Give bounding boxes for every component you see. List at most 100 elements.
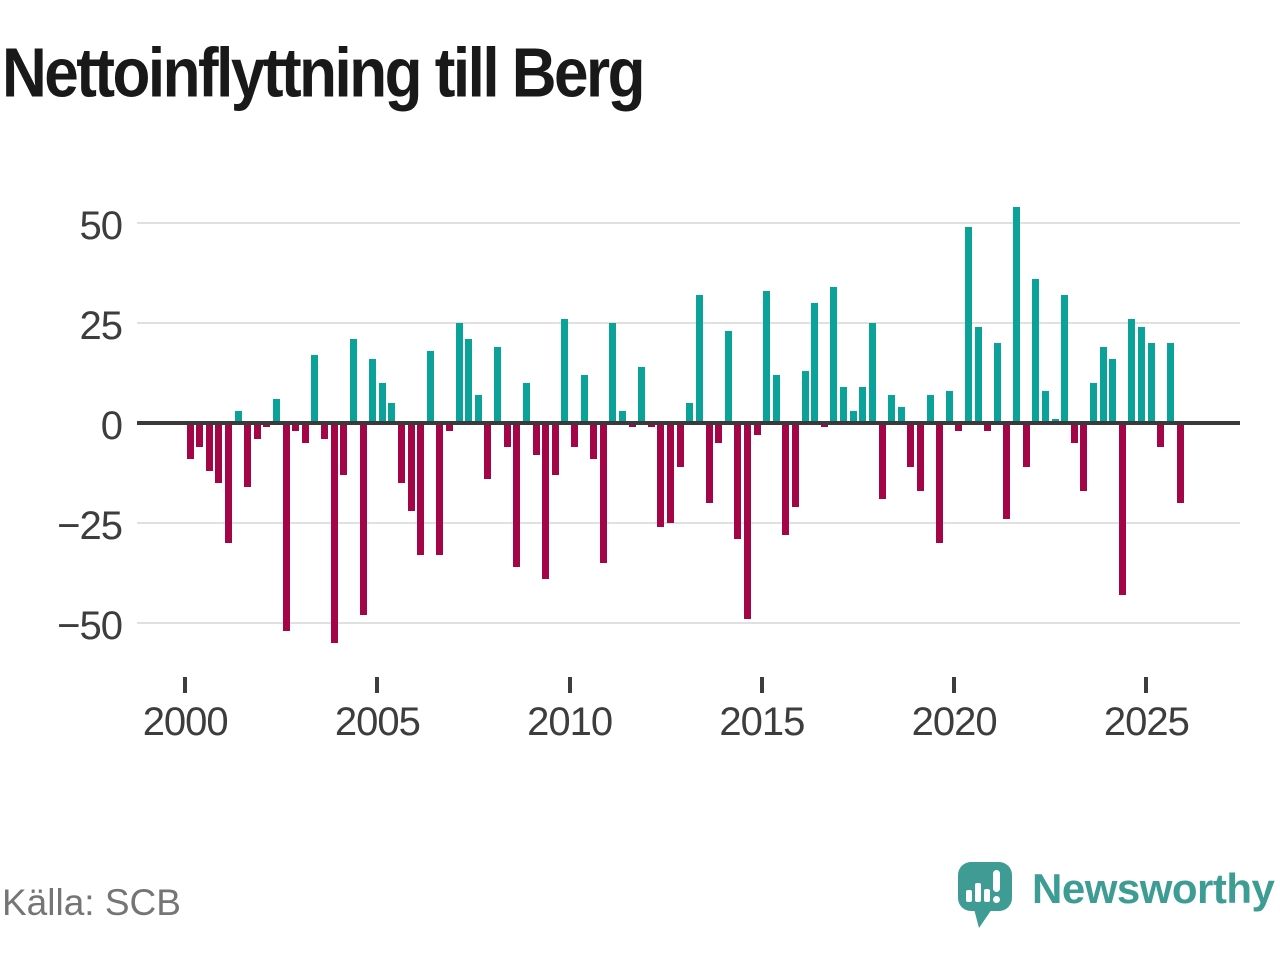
bar-2004-Q4 (369, 359, 377, 423)
bar-2021-Q2 (1003, 423, 1011, 519)
bar-2008-Q4 (522, 383, 530, 423)
bar-2023-Q2 (1080, 423, 1088, 491)
bar-2010-Q3 (590, 423, 598, 459)
bar-2006-Q2 (426, 351, 434, 423)
bar-2004-Q3 (359, 423, 367, 615)
bar-2013-Q1 (686, 403, 694, 423)
bar-2007-Q3 (474, 395, 482, 423)
bar-2012-Q3 (667, 423, 675, 523)
bar-2005-Q2 (388, 403, 396, 423)
bar-2007-Q4 (484, 423, 492, 479)
bar-2024-Q4 (1138, 327, 1146, 423)
gridline-y--50 (137, 622, 1240, 624)
bar-2000-Q2 (196, 423, 204, 447)
bar-2009-Q3 (551, 423, 559, 475)
bar-2002-Q4 (292, 423, 300, 431)
bar-2023-Q1 (1070, 423, 1078, 443)
x-axis-tick-2015 (759, 677, 764, 693)
bar-2014-Q1 (724, 331, 732, 423)
bar-2018-Q2 (888, 395, 896, 423)
x-axis-label-2020: 2020 (911, 700, 998, 744)
bar-2011-Q2 (619, 411, 627, 423)
bar-2005-Q1 (378, 383, 386, 423)
x-axis-tick-2020 (952, 677, 957, 693)
bar-2012-Q4 (676, 423, 684, 467)
bar-2014-Q2 (734, 423, 742, 539)
x-axis-tick-2005 (375, 677, 380, 693)
bar-2023-Q3 (1089, 383, 1097, 423)
bar-2019-Q3 (936, 423, 944, 543)
bar-2018-Q3 (897, 407, 905, 423)
x-axis-label-2025: 2025 (1103, 700, 1190, 744)
y-axis-label-50: 50 (79, 204, 124, 248)
gridline-y-50 (137, 222, 1240, 224)
bar-2011-Q4 (638, 367, 646, 423)
bar-2025-Q1 (1147, 343, 1155, 423)
x-axis-label-2010: 2010 (527, 700, 613, 744)
bar-2005-Q3 (397, 423, 405, 483)
x-axis-label-2000: 2000 (142, 700, 229, 744)
bar-2025-Q3 (1166, 343, 1174, 423)
bar-2015-Q4 (792, 423, 800, 507)
bar-2004-Q2 (349, 339, 357, 423)
bar-2005-Q4 (407, 423, 415, 511)
bar-2010-Q1 (570, 423, 578, 447)
bar-2013-Q2 (695, 295, 703, 423)
bar-2001-Q4 (253, 423, 261, 439)
bar-2016-Q2 (811, 303, 819, 423)
source-label: Källa: SCB (2, 882, 181, 923)
bar-2001-Q1 (224, 423, 232, 543)
bar-2013-Q3 (705, 423, 713, 503)
y-axis-label-25: 25 (79, 304, 124, 348)
newsworthy-logo: Newsworthy (958, 860, 1280, 940)
bar-2022-Q4 (1061, 295, 1069, 423)
bar-2016-Q3 (820, 423, 828, 427)
bar-2008-Q3 (513, 423, 521, 567)
bar-2000-Q1 (186, 423, 194, 459)
gridline-y--25 (137, 522, 1240, 524)
bar-2017-Q1 (840, 387, 848, 423)
bar-2001-Q2 (234, 411, 242, 423)
bar-2008-Q1 (494, 347, 502, 423)
bar-2008-Q2 (503, 423, 511, 447)
bar-2014-Q3 (743, 423, 751, 619)
bar-2003-Q3 (321, 423, 329, 439)
bar-2006-Q3 (436, 423, 444, 555)
bar-2015-Q3 (782, 423, 790, 535)
gridline-y-25 (137, 322, 1240, 324)
bar-2002-Q2 (273, 399, 280, 423)
bar-2016-Q1 (801, 371, 809, 423)
bar-2019-Q4 (945, 391, 953, 423)
bar-2006-Q1 (417, 423, 425, 555)
bar-2021-Q3 (1013, 207, 1021, 423)
bar-2020-Q3 (974, 327, 982, 423)
bar-2015-Q2 (772, 375, 780, 423)
bar-2002-Q3 (282, 423, 290, 631)
bar-2007-Q2 (465, 339, 473, 423)
x-axis-label-2005: 2005 (334, 700, 421, 744)
bar-2020-Q1 (955, 423, 963, 431)
bar-2013-Q4 (715, 423, 723, 443)
bar-2022-Q1 (1032, 279, 1040, 423)
y-axis-label--50: −50 (57, 604, 123, 648)
net-migration-bar-chart: 50 25 0 −25 −50 2000 2005 2010 2015 2020 2025 (57, 204, 1240, 744)
bar-2010-Q2 (580, 375, 588, 423)
bar-2020-Q2 (965, 227, 973, 423)
bar-2000-Q4 (215, 423, 223, 483)
bar-2025-Q2 (1157, 423, 1165, 447)
bar-2011-Q1 (609, 323, 617, 423)
bar-2022-Q2 (1041, 391, 1049, 423)
bar-2024-Q1 (1109, 359, 1117, 423)
bar-2003-Q1 (301, 423, 309, 443)
bar-2017-Q3 (859, 387, 867, 423)
bar-2017-Q2 (849, 411, 857, 423)
bar-2004-Q1 (340, 423, 348, 475)
bar-2000-Q3 (205, 423, 213, 471)
bar-2002-Q1 (263, 423, 271, 427)
bar-2011-Q3 (628, 423, 636, 427)
bar-2024-Q3 (1128, 319, 1136, 423)
newsworthy-bubble-chart-icon (958, 862, 1012, 928)
bar-2014-Q4 (753, 423, 761, 435)
bar-2012-Q1 (647, 423, 655, 427)
chart-title: Nettoinflyttning till Berg (2, 35, 646, 113)
